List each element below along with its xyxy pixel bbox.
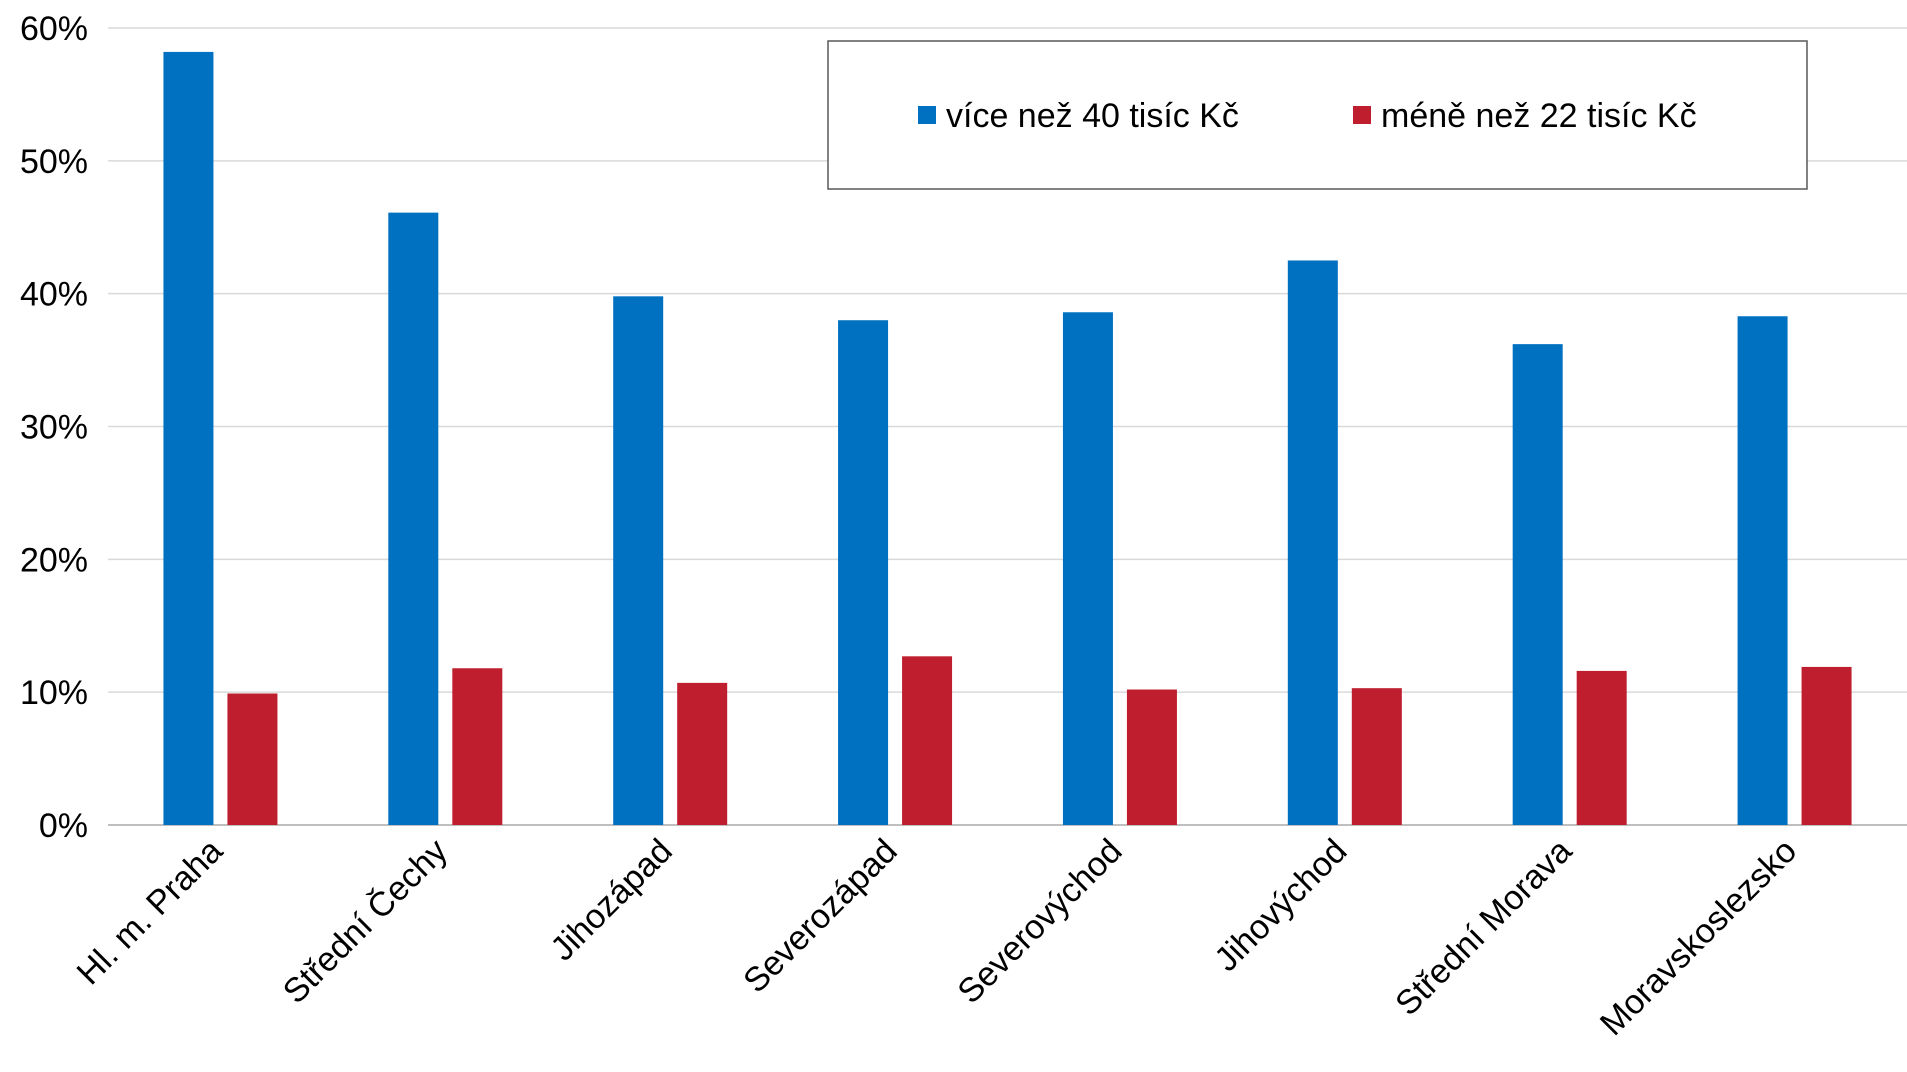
legend-label-mene-nez-22: méně než 22 tisíc Kč	[1381, 97, 1697, 135]
y-tick-label: 0%	[39, 807, 88, 845]
x-tick-label-jihozapad: Jihozápad	[543, 832, 679, 968]
y-tick-label: 40%	[20, 276, 88, 314]
bar-jihovychod-series-2	[1351, 688, 1402, 825]
x-axis-tick-labels: Hl. m. Praha Střední Čechy Jihozápad Severo…	[70, 832, 1805, 1043]
bar-hl-m-praha-series-1	[163, 51, 214, 826]
x-tick-label-stredni-morava: Střední Morava	[1388, 832, 1579, 1023]
legend-label-vice-nez-40: více než 40 tisíc Kč	[946, 97, 1239, 135]
bars	[163, 51, 1852, 826]
bar-hl-m-praha-series-2	[227, 693, 278, 825]
bar-jihozapad-series-2	[677, 682, 728, 825]
y-tick-label: 50%	[20, 143, 88, 181]
bar-stredni-morava-series-1	[1512, 344, 1563, 825]
legend-box	[827, 40, 1808, 190]
x-tick-label-hl-m-praha: Hl. m. Praha	[70, 832, 231, 993]
x-tick-label-severozapad: Severozápad	[736, 832, 905, 1001]
legend: více než 40 tisíc Kč méně než 22 tisíc K…	[827, 40, 1808, 190]
bar-severovychod-series-2	[1126, 689, 1177, 825]
y-tick-label: 30%	[20, 409, 88, 447]
bar-moravskoslezsko-series-1	[1737, 316, 1788, 825]
y-axis-tick-labels: 0% 10% 20% 30% 40% 50% 60%	[20, 10, 88, 845]
bar-moravskoslezsko-series-2	[1801, 666, 1852, 825]
bar-jihozapad-series-1	[613, 296, 664, 825]
y-tick-label: 60%	[20, 10, 88, 48]
bar-severozapad-series-2	[902, 656, 953, 825]
legend-swatch-vice-nez-40	[918, 106, 936, 124]
x-tick-label-stredni-cechy: Střední Čechy	[276, 832, 455, 1011]
y-tick-label: 10%	[20, 674, 88, 712]
bar-stredni-morava-series-2	[1576, 670, 1627, 825]
bar-stredni-cechy-series-1	[388, 212, 439, 826]
bar-severozapad-series-1	[838, 320, 889, 825]
bar-jihovychod-series-1	[1287, 260, 1338, 825]
y-tick-label: 20%	[20, 541, 88, 579]
bar-severovychod-series-1	[1062, 312, 1113, 826]
x-tick-label-moravskoslezsko: Moravskoslezsko	[1593, 832, 1804, 1043]
legend-swatch-mene-nez-22	[1353, 106, 1371, 124]
bar-stredni-cechy-series-2	[452, 668, 503, 825]
x-tick-label-severovychod: Severovýchod	[950, 832, 1129, 1011]
x-tick-label-jihovychod: Jihovýchod	[1207, 832, 1354, 979]
